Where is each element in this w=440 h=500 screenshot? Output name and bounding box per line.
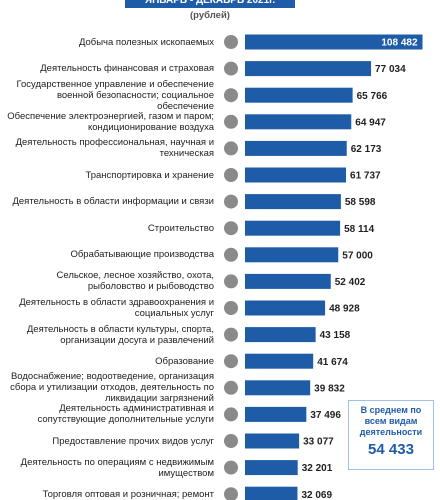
category-icon xyxy=(224,221,238,236)
chart-title: ЯНВАРЬ - ДЕКАБРЬ 2021г. xyxy=(125,0,295,8)
category-icon xyxy=(224,460,238,475)
category-label: Деятельность в области культуры, спорта,… xyxy=(26,323,214,346)
category-icon xyxy=(224,274,238,289)
category-label: Предоставление прочих видов услуг xyxy=(52,435,214,447)
category-icon xyxy=(224,194,238,209)
category-label: Образование xyxy=(155,355,214,367)
category-label: Деятельность в области здравоохранения и… xyxy=(19,297,214,319)
category-icon xyxy=(224,61,238,76)
value-label: 32 201 xyxy=(302,463,333,474)
category-label: Строительство xyxy=(147,222,214,234)
bar xyxy=(245,300,326,316)
value-label: 62 173 xyxy=(351,144,382,155)
bar xyxy=(245,140,347,156)
category-label: Торговля оптовая и розничная; ремонт xyxy=(42,488,214,500)
bar xyxy=(245,220,341,236)
value-label: 77 034 xyxy=(375,64,406,75)
value-label: 39 832 xyxy=(314,383,345,394)
value-label: 108 482 xyxy=(381,38,418,49)
category-icon xyxy=(224,354,238,369)
bar xyxy=(245,486,298,500)
category-icon xyxy=(224,327,238,342)
category-label: Деятельность по операциям с недвижимым и… xyxy=(20,456,214,479)
category-icon xyxy=(224,35,238,49)
category-label: Государственное управление и обеспечение… xyxy=(16,78,214,112)
subtitle: (рублей) xyxy=(190,10,230,21)
category-icon xyxy=(224,141,238,156)
category-label: Деятельность профессиональная, научная и… xyxy=(15,137,214,160)
average-callout: В среднем по всем видам деятельности 54 … xyxy=(348,400,434,470)
category-icon xyxy=(224,114,238,129)
category-label: Деятельность финансовая и страховая xyxy=(40,63,214,75)
category-icon xyxy=(224,434,238,448)
value-label: 37 496 xyxy=(310,410,341,421)
bar xyxy=(245,167,347,183)
bar xyxy=(245,327,316,343)
bar xyxy=(245,273,331,289)
bar xyxy=(245,433,300,449)
value-label: 48 928 xyxy=(329,304,360,315)
category-label: Добыча полезных ископаемых xyxy=(78,36,214,48)
category-label: Обрабатывающие производства xyxy=(70,249,214,261)
value-label: 58 114 xyxy=(344,224,374,235)
value-label: 52 402 xyxy=(335,277,366,288)
category-label: Деятельность административная и сопутств… xyxy=(37,403,214,426)
value-label: 64 947 xyxy=(355,117,386,128)
category-label: Деятельность в области информации и связ… xyxy=(12,196,214,208)
category-icon xyxy=(224,407,238,422)
category-label: Сельское, лесное хозяйство, охота, рыбол… xyxy=(56,270,214,293)
value-label: 65 766 xyxy=(357,91,388,102)
value-label: 61 737 xyxy=(350,171,381,182)
value-label: 58 598 xyxy=(345,197,376,208)
bar xyxy=(245,114,352,130)
bar xyxy=(245,460,298,476)
category-icon xyxy=(224,301,238,315)
bar xyxy=(245,87,353,103)
callout-value: 54 433 xyxy=(368,441,414,458)
bar xyxy=(245,194,341,210)
value-label: 57 000 xyxy=(342,250,373,261)
value-label: 32 069 xyxy=(301,490,332,500)
category-icon xyxy=(224,247,238,262)
value-label: 43 158 xyxy=(320,330,351,341)
value-label: 33 077 xyxy=(303,437,334,448)
bar xyxy=(245,247,339,263)
category-label: Водоснабжение; водоотведение, организаци… xyxy=(10,371,214,405)
category-label: Транспортировка и хранение xyxy=(85,169,214,181)
category-label: Обеспечение электроэнергией, газом и пар… xyxy=(7,110,214,133)
category-icon xyxy=(224,168,238,182)
bar xyxy=(245,34,423,50)
value-label: 41 674 xyxy=(317,357,348,368)
callout-text: В среднем по всем видам деятельности xyxy=(359,405,423,437)
bar xyxy=(245,353,314,369)
category-icon xyxy=(224,487,238,500)
category-icon xyxy=(224,88,238,103)
bar xyxy=(245,406,307,422)
category-icon xyxy=(224,380,238,395)
bar xyxy=(245,380,311,396)
bar xyxy=(245,61,372,77)
